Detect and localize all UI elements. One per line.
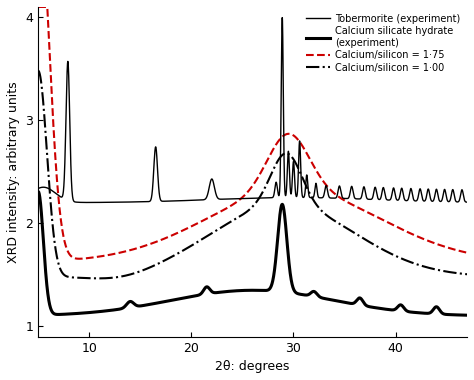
Legend: Tobermorite (experiment), Calcium silicate hydrate
(experiment), Calcium/silicon: Tobermorite (experiment), Calcium silica… bbox=[304, 12, 462, 74]
Y-axis label: XRD intensity: arbitrary units: XRD intensity: arbitrary units bbox=[7, 81, 20, 263]
X-axis label: 2θ: degrees: 2θ: degrees bbox=[216, 360, 290, 373]
